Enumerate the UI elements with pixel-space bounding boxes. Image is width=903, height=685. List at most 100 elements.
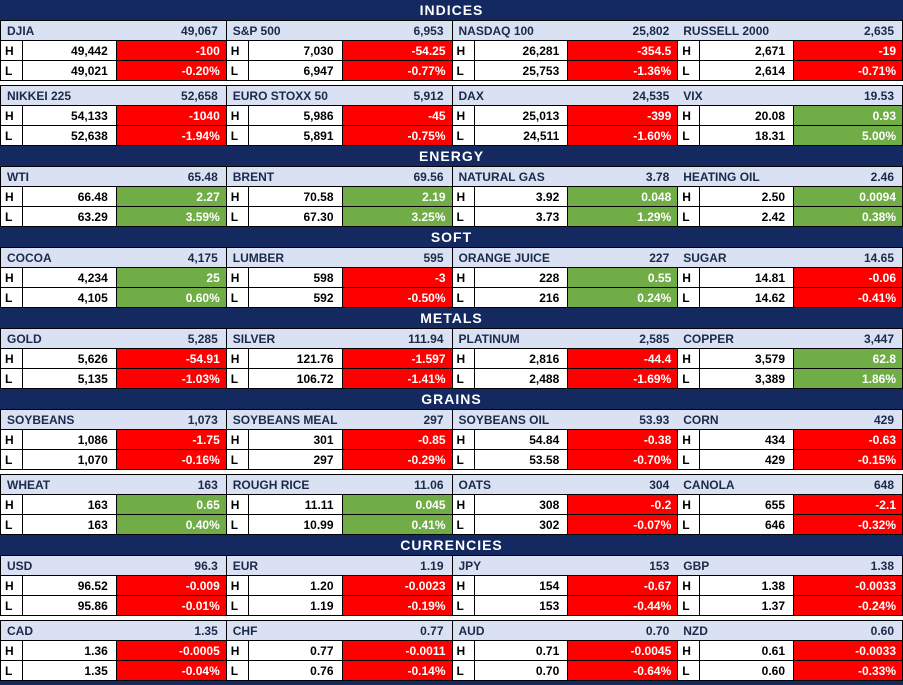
instrument-header-cell[interactable]: DJIA 49,067: [0, 20, 226, 41]
low-value-cell[interactable]: 14.62: [699, 288, 793, 308]
low-value-cell[interactable]: 163: [22, 515, 116, 535]
low-value-cell[interactable]: 153: [473, 596, 568, 616]
high-label-cell[interactable]: H: [677, 349, 700, 369]
low-label-cell[interactable]: L: [677, 126, 700, 146]
change-value-cell[interactable]: -44.4: [567, 349, 678, 369]
high-label-cell[interactable]: H: [451, 576, 474, 596]
change-pct-cell[interactable]: 0.24%: [567, 288, 678, 308]
high-value-cell[interactable]: 308: [473, 495, 568, 515]
change-value-cell[interactable]: -0.0023: [341, 576, 452, 596]
high-label-cell[interactable]: H: [451, 430, 474, 450]
high-label-cell[interactable]: H: [677, 187, 700, 207]
low-label-cell[interactable]: L: [225, 661, 248, 681]
change-pct-cell[interactable]: -0.19%: [341, 596, 452, 616]
change-pct-cell[interactable]: -0.14%: [341, 661, 452, 681]
high-label-cell[interactable]: H: [0, 187, 22, 207]
high-label-cell[interactable]: H: [451, 41, 474, 61]
high-label-cell[interactable]: H: [677, 641, 700, 661]
instrument-header-cell[interactable]: CAD 1.35: [0, 620, 226, 641]
instrument-header-cell[interactable]: USD 96.3: [0, 555, 226, 576]
change-value-cell[interactable]: 0.55: [567, 268, 678, 288]
change-value-cell[interactable]: -0.63: [793, 430, 903, 450]
low-label-cell[interactable]: L: [225, 596, 248, 616]
low-label-cell[interactable]: L: [677, 61, 700, 81]
instrument-header-cell[interactable]: ROUGH RICE 11.06: [225, 474, 452, 495]
high-value-cell[interactable]: 96.52: [22, 576, 116, 596]
high-value-cell[interactable]: 1.20: [247, 576, 342, 596]
instrument-header-cell[interactable]: RUSSELL 2000 2,635: [677, 20, 903, 41]
low-value-cell[interactable]: 10.99: [247, 515, 342, 535]
low-label-cell[interactable]: L: [225, 515, 248, 535]
low-value-cell[interactable]: 4,105: [22, 288, 116, 308]
high-label-cell[interactable]: H: [451, 106, 474, 126]
low-label-cell[interactable]: L: [225, 126, 248, 146]
instrument-header-cell[interactable]: CHF 0.77: [225, 620, 452, 641]
change-pct-cell[interactable]: -0.77%: [341, 61, 452, 81]
high-value-cell[interactable]: 228: [473, 268, 568, 288]
high-value-cell[interactable]: 0.61: [699, 641, 793, 661]
low-label-cell[interactable]: L: [225, 450, 248, 470]
low-label-cell[interactable]: L: [451, 450, 474, 470]
low-label-cell[interactable]: L: [0, 596, 22, 616]
change-pct-cell[interactable]: 1.29%: [567, 207, 678, 227]
change-value-cell[interactable]: 2.27: [115, 187, 226, 207]
change-pct-cell[interactable]: -0.70%: [567, 450, 678, 470]
high-value-cell[interactable]: 1.36: [22, 641, 116, 661]
instrument-header-cell[interactable]: HEATING OIL 2.46: [677, 166, 903, 187]
change-pct-cell[interactable]: -0.41%: [793, 288, 903, 308]
high-label-cell[interactable]: H: [225, 430, 248, 450]
high-label-cell[interactable]: H: [451, 187, 474, 207]
change-pct-cell[interactable]: -0.20%: [115, 61, 226, 81]
change-pct-cell[interactable]: -1.36%: [567, 61, 678, 81]
low-label-cell[interactable]: L: [677, 288, 700, 308]
change-pct-cell[interactable]: -1.41%: [341, 369, 452, 389]
high-value-cell[interactable]: 7,030: [247, 41, 342, 61]
change-value-cell[interactable]: -0.0005: [115, 641, 226, 661]
high-value-cell[interactable]: 66.48: [22, 187, 116, 207]
high-value-cell[interactable]: 121.76: [247, 349, 342, 369]
change-pct-cell[interactable]: 0.60%: [115, 288, 226, 308]
instrument-header-cell[interactable]: COPPER 3,447: [677, 328, 903, 349]
low-value-cell[interactable]: 67.30: [247, 207, 342, 227]
high-label-cell[interactable]: H: [677, 495, 700, 515]
high-value-cell[interactable]: 2.50: [699, 187, 793, 207]
change-pct-cell[interactable]: 5.00%: [793, 126, 903, 146]
low-label-cell[interactable]: L: [677, 450, 700, 470]
change-value-cell[interactable]: -54.25: [341, 41, 452, 61]
low-label-cell[interactable]: L: [451, 596, 474, 616]
instrument-header-cell[interactable]: EURO STOXX 50 5,912: [225, 85, 452, 106]
low-value-cell[interactable]: 1.19: [247, 596, 342, 616]
change-value-cell[interactable]: -100: [115, 41, 226, 61]
change-pct-cell[interactable]: -0.29%: [341, 450, 452, 470]
instrument-header-cell[interactable]: SILVER 111.94: [225, 328, 452, 349]
change-value-cell[interactable]: -0.2: [567, 495, 678, 515]
high-label-cell[interactable]: H: [0, 576, 22, 596]
high-value-cell[interactable]: 2,671: [699, 41, 793, 61]
low-value-cell[interactable]: 1.35: [22, 661, 116, 681]
change-value-cell[interactable]: -0.0011: [341, 641, 452, 661]
high-label-cell[interactable]: H: [451, 495, 474, 515]
change-value-cell[interactable]: -0.06: [793, 268, 903, 288]
low-label-cell[interactable]: L: [451, 515, 474, 535]
high-label-cell[interactable]: H: [0, 41, 22, 61]
change-pct-cell[interactable]: -0.04%: [115, 661, 226, 681]
high-label-cell[interactable]: H: [0, 641, 22, 661]
instrument-header-cell[interactable]: AUD 0.70: [451, 620, 678, 641]
high-value-cell[interactable]: 434: [699, 430, 793, 450]
change-value-cell[interactable]: 0.045: [341, 495, 452, 515]
change-value-cell[interactable]: -2.1: [793, 495, 903, 515]
high-label-cell[interactable]: H: [0, 349, 22, 369]
high-value-cell[interactable]: 3.92: [473, 187, 568, 207]
change-pct-cell[interactable]: -0.71%: [793, 61, 903, 81]
high-value-cell[interactable]: 163: [22, 495, 116, 515]
change-value-cell[interactable]: 25: [115, 268, 226, 288]
high-label-cell[interactable]: H: [677, 268, 700, 288]
high-label-cell[interactable]: H: [225, 268, 248, 288]
change-value-cell[interactable]: -3: [341, 268, 452, 288]
high-value-cell[interactable]: 1,086: [22, 430, 116, 450]
instrument-header-cell[interactable]: NATURAL GAS 3.78: [451, 166, 678, 187]
low-value-cell[interactable]: 2.42: [699, 207, 793, 227]
high-value-cell[interactable]: 2,816: [473, 349, 568, 369]
change-pct-cell[interactable]: -0.01%: [115, 596, 226, 616]
low-label-cell[interactable]: L: [451, 369, 474, 389]
